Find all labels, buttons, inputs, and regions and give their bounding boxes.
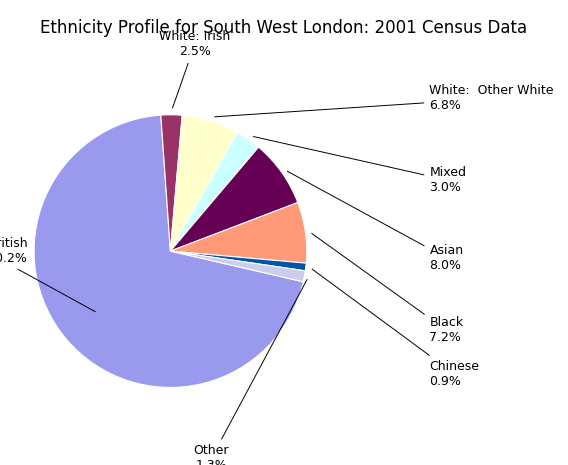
Wedge shape [170,251,305,282]
Wedge shape [170,203,307,263]
Text: Mixed
3.0%: Mixed 3.0% [253,137,466,194]
Text: White: British
70.2%: White: British 70.2% [0,237,95,312]
Wedge shape [170,147,298,251]
Text: Chinese
0.9%: Chinese 0.9% [312,269,479,388]
Text: White:  Other White
6.8%: White: Other White 6.8% [215,85,554,117]
Wedge shape [34,115,303,387]
Wedge shape [170,115,237,251]
Text: Other
1.3%: Other 1.3% [194,279,307,465]
Text: White: Irish
2.5%: White: Irish 2.5% [159,30,231,108]
Wedge shape [161,115,182,251]
Text: Black
7.2%: Black 7.2% [312,233,463,344]
Wedge shape [170,251,306,271]
Wedge shape [170,133,258,251]
Text: Asian
8.0%: Asian 8.0% [287,171,463,272]
Text: Ethnicity Profile for South West London: 2001 Census Data: Ethnicity Profile for South West London:… [40,19,528,37]
